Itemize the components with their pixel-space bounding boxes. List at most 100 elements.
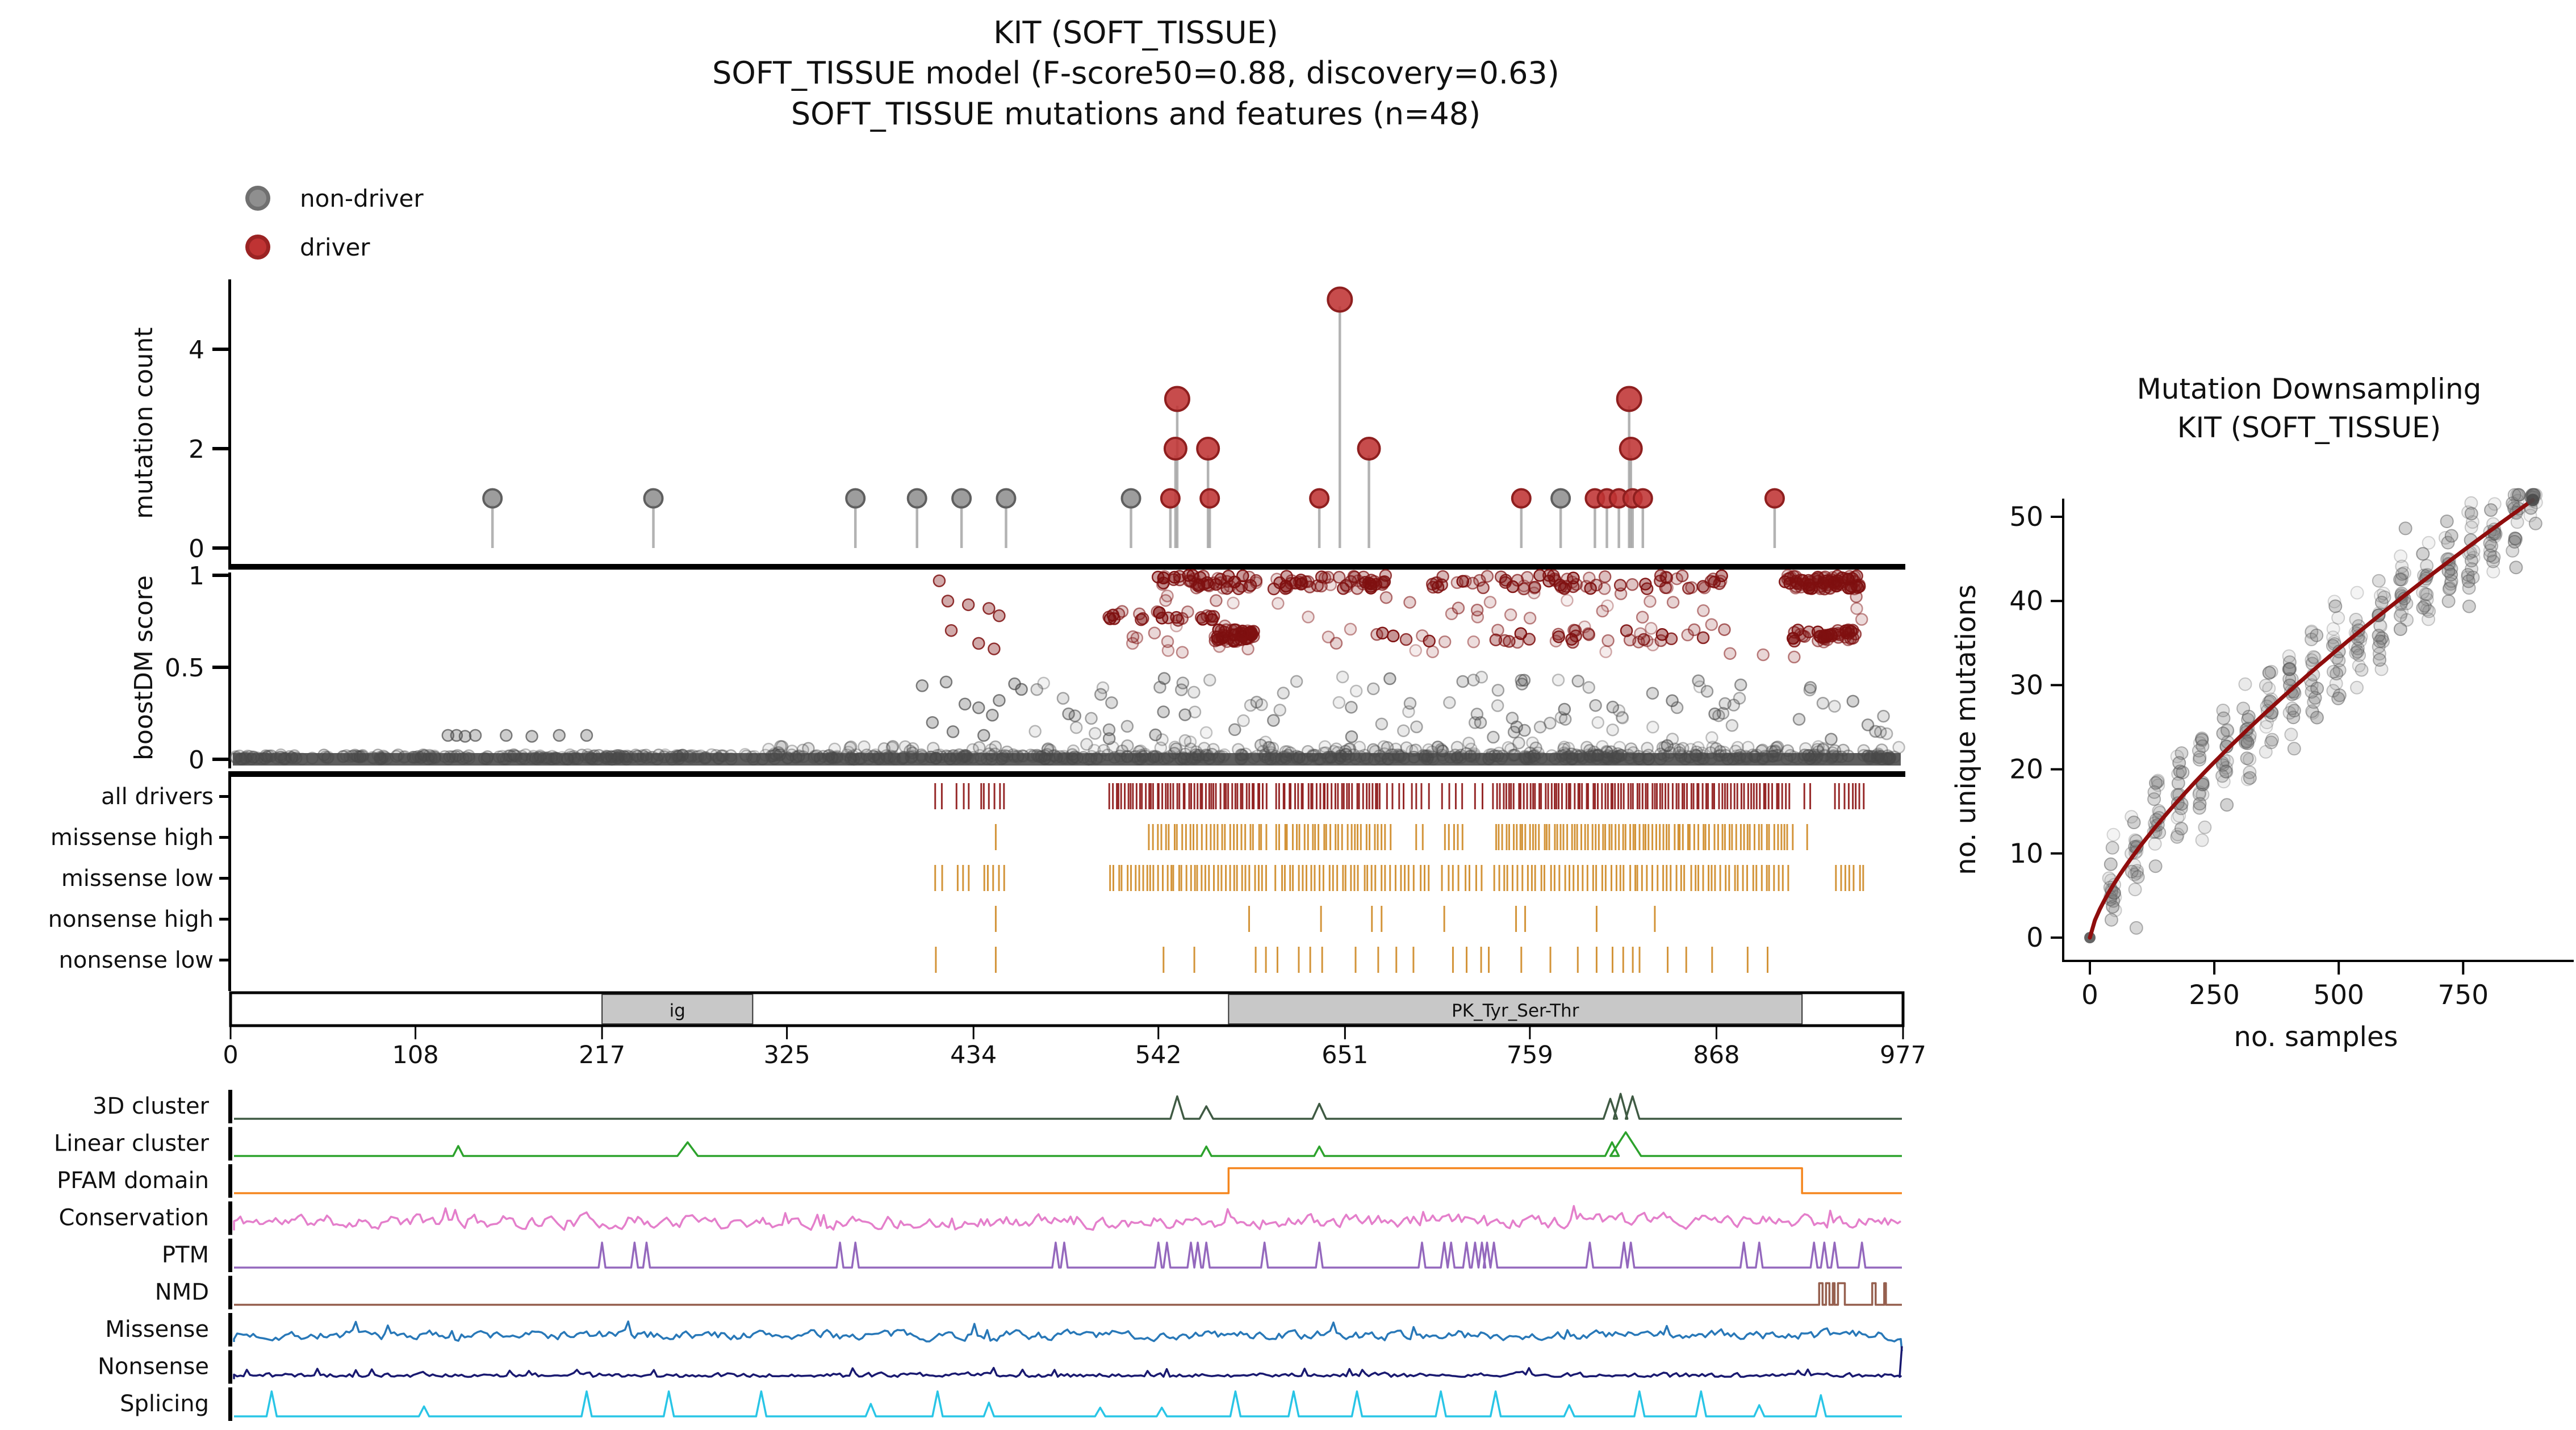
score-point [508,749,521,762]
score-point [1523,746,1537,759]
mutation-count-panel: 0 2 4 [189,279,1905,570]
score-point [571,752,584,765]
score-point [1591,749,1604,762]
score-point [958,749,971,762]
score-point [336,750,349,763]
score-point [1850,590,1863,603]
score-point [1591,716,1605,729]
consequence-rug-panel: all drivers missense high missense low nons… [48,774,1865,991]
score-point [1239,747,1252,760]
track-axis-bar [228,1276,232,1310]
score-point [1636,611,1649,624]
y-tick-label: 4 [189,336,204,365]
score-point [1065,748,1079,761]
score-point [1376,626,1389,640]
score-point [1343,742,1357,756]
score-point [533,749,547,763]
score-point [925,750,938,764]
y-tick [212,546,231,550]
score-point [553,729,566,742]
score-point [1026,750,1040,763]
data-point [2105,841,2119,855]
score-point [1127,750,1140,763]
score-point [1418,750,1432,763]
score-point [1353,750,1367,763]
score-point [1339,748,1353,761]
score-point [1295,577,1309,590]
score-point [1861,749,1875,763]
score-point [1644,595,1657,608]
score-point [1449,749,1462,762]
score-point [1596,604,1609,618]
score-point [1187,685,1201,699]
score-point [1867,750,1880,763]
score-point [1438,635,1452,649]
score-point [748,750,761,763]
score-point [1559,748,1572,761]
score-point [1683,751,1696,764]
score-point [580,729,593,742]
score-point [356,750,369,763]
score-point [1598,570,1612,583]
score-point [1804,752,1817,766]
score-point [1333,749,1347,763]
score-point [1845,625,1858,638]
score-point [1270,572,1283,586]
score-point [1345,730,1358,743]
score-point [1318,740,1332,753]
score-point [321,751,334,764]
score-point [1050,751,1063,764]
data-point [2372,574,2386,588]
data-point [2215,769,2230,783]
score-point [1810,743,1824,756]
score-point [1670,572,1684,586]
data-point [2264,664,2278,679]
score-point [1684,743,1697,756]
data-point [2416,601,2430,615]
data-point [2216,726,2230,741]
x-tick-label: 250 [2189,980,2240,1011]
score-point [1437,751,1450,764]
score-point [1403,697,1417,710]
score-point [1133,607,1146,621]
score-point [1642,749,1655,762]
score-point [1805,750,1819,763]
score-point [1011,751,1024,764]
score-point [1381,741,1394,754]
score-point [580,751,593,764]
score-point [1369,745,1382,758]
score-point [705,748,718,762]
score-point [1296,752,1310,766]
data-point [2305,685,2319,699]
score-point [239,751,253,765]
score-point [636,749,650,762]
score-point [1317,746,1331,760]
score-point [1583,744,1596,757]
panel-separator [228,771,1905,777]
score-point [1772,749,1785,762]
score-point [745,750,759,764]
score-point [1714,749,1728,762]
score-point [278,752,291,766]
score-point [1236,749,1249,762]
score-point [1756,752,1770,766]
score-point [1734,678,1747,692]
score-point [416,749,430,762]
score-point [829,751,842,764]
data-point [2484,503,2498,517]
score-point [1421,752,1434,766]
score-point [1770,741,1783,754]
score-point [601,752,614,765]
score-point [1767,750,1780,763]
feature-track-label: 3D cluster [93,1093,210,1119]
score-point [1149,750,1162,763]
score-point [1771,741,1784,754]
score-point [612,750,625,764]
score-point [689,750,703,764]
score-point [1755,744,1768,758]
score-point [995,752,1008,766]
y-tick [212,447,231,450]
score-point [1436,749,1449,762]
legend: non-driver driver [245,174,424,271]
score-point [1339,745,1352,758]
